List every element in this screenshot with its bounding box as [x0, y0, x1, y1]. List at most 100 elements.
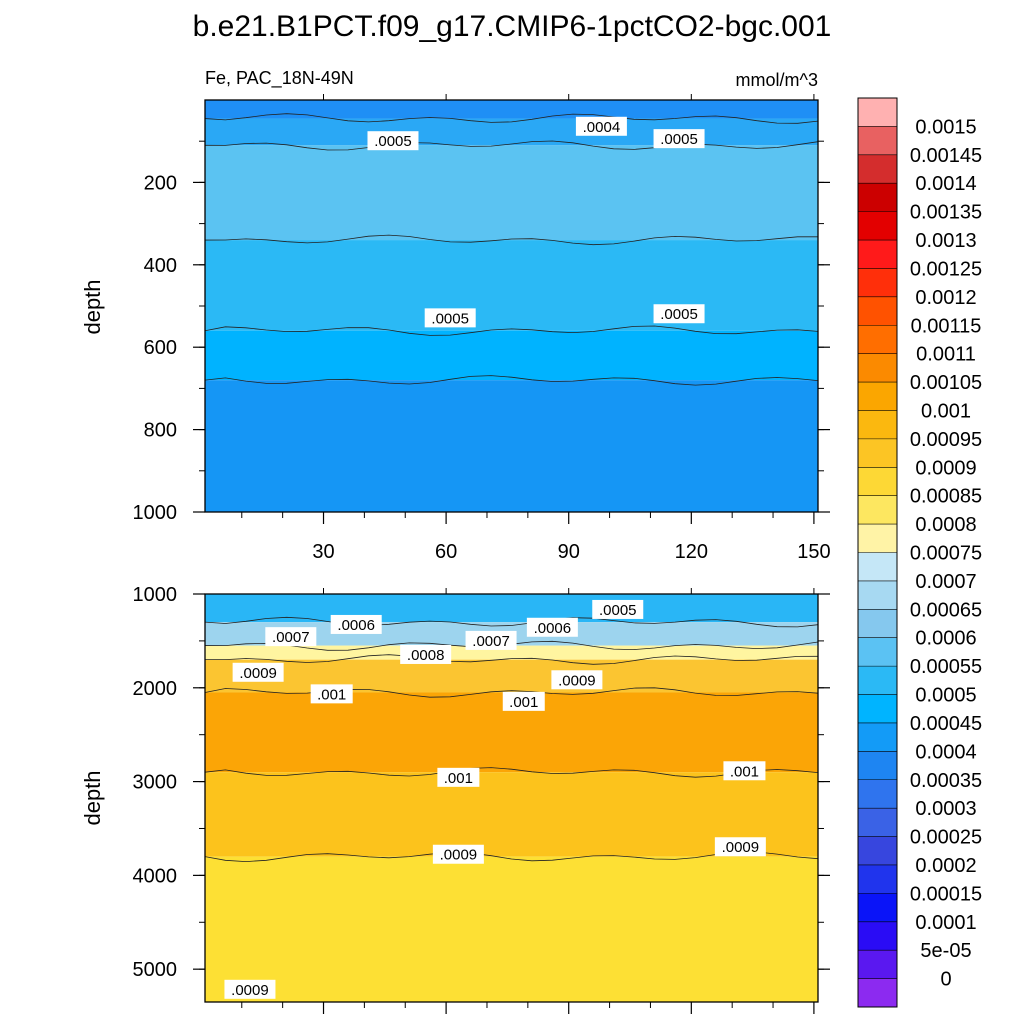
lower-contour-line-4 [204, 687, 819, 698]
lower-contour-label-14: .0009 [224, 979, 276, 999]
upper-contour-label-bg [424, 308, 476, 328]
upper-xtick-label-4: 150 [797, 541, 830, 563]
lower-ytick-label-4: 5000 [133, 959, 178, 981]
colorbar-swatch-20 [858, 666, 897, 696]
upper-ytick-label-4: 1000 [133, 502, 178, 524]
lower-ytick-label-1: 2000 [133, 678, 178, 700]
lower-contour-label-text: .001 [730, 763, 759, 780]
lower-contour-line-1 [204, 616, 819, 628]
colorbar-label-28: 0.0001 [915, 912, 976, 934]
lower-contour-label-bg [526, 617, 578, 637]
lower-contour-label-5: .0008 [400, 644, 452, 664]
colorbar-swatch-28 [858, 893, 897, 923]
colorbar-label-2: 0.0014 [915, 173, 976, 195]
lower-band-0 [205, 594, 818, 623]
colorbar-swatch-22 [858, 722, 897, 752]
colorbar-label-23: 0.00035 [910, 770, 982, 792]
upper-contour-line-1 [204, 113, 819, 124]
colorbar-swatch-9 [858, 353, 897, 383]
lower-contour-label-bg [714, 837, 766, 857]
colorbar-label-4: 0.0013 [915, 230, 976, 252]
colorbar-swatch-23 [858, 751, 897, 781]
lower-contour-label-bg [551, 670, 603, 690]
colorbar-label-5: 0.00125 [910, 258, 982, 280]
upper-panel: Fe, PAC_18N-49N mmol/m^3 30 60 90 120 150 200… [80, 68, 831, 563]
upper-subtitle-right: mmol/m^3 [736, 70, 818, 90]
lower-contour-line-5 [204, 767, 819, 778]
colorbar-label-3: 0.00135 [910, 202, 982, 224]
lower-contour-label-bg [232, 662, 284, 682]
colorbar-swatch-25 [858, 808, 897, 838]
colorbar-label-22: 0.0004 [915, 741, 976, 763]
lower-contour-label-7: .0009 [551, 670, 603, 690]
colorbar-swatch-8 [858, 325, 897, 355]
colorbar-label-12: 0.0009 [915, 457, 976, 479]
lower-contour-label-bg [265, 627, 317, 647]
colorbar: 0.0015 0.00145 0.0014 0.00135 0.0013 0.00125 0… [857, 97, 982, 1008]
colorbar-swatch-27 [858, 864, 897, 894]
colorbar-swatch-21 [858, 694, 897, 724]
lower-contour-label-10: .001 [437, 767, 480, 787]
upper-xtick-label-0: 30 [312, 541, 334, 563]
colorbar-label-30: 0 [940, 969, 951, 991]
upper-contour-label-text: .0004 [583, 119, 621, 136]
colorbar-label-6: 0.0012 [915, 287, 976, 309]
lower-contour-label-4: .0007 [465, 630, 517, 650]
colorbar-swatch-10 [858, 382, 897, 411]
colorbar-swatch-17 [858, 580, 897, 610]
lower-contour-label-bg [310, 684, 353, 704]
lower-contour-label-text: .0007 [272, 629, 310, 646]
lower-contour-label-text: .0009 [231, 982, 269, 999]
upper-contour-line-2 [204, 140, 819, 151]
lower-contour-label-text: .0006 [337, 617, 375, 634]
lower-contour-label-6: .0009 [232, 662, 284, 682]
lower-contour-label-text: .001 [317, 686, 346, 703]
colorbar-swatch-19 [858, 637, 897, 667]
upper-contour-line-5 [204, 375, 819, 386]
colorbar-label-16: 0.0007 [915, 571, 976, 593]
colorbar-swatch-2 [858, 154, 897, 184]
upper-contour-label-bg [367, 131, 419, 151]
lower-contour-label-text: .0009 [558, 672, 596, 689]
colorbar-swatch-13 [858, 467, 897, 497]
colorbar-label-1: 0.00145 [910, 145, 982, 167]
upper-contour-label-3: .0005 [424, 308, 476, 328]
colorbar-label-20: 0.0005 [915, 685, 976, 707]
lower-ytick-label-2: 3000 [133, 772, 178, 794]
colorbar-swatch-5 [858, 240, 897, 269]
upper-contour-label-text: .0005 [431, 310, 469, 327]
colorbar-swatch-4 [858, 211, 897, 241]
colorbar-label-14: 0.0008 [915, 514, 976, 536]
colorbar-label-9: 0.00105 [910, 372, 982, 394]
lower-contour-label-bg [592, 599, 644, 619]
colorbar-swatch-7 [858, 296, 897, 326]
upper-xtick-label-3: 120 [675, 541, 708, 563]
lower-ylabel: depth [80, 770, 105, 825]
lower-contour-label-bg [437, 767, 480, 787]
upper-band-4 [205, 330, 818, 381]
lower-band-6 [205, 856, 818, 1002]
lower-contour-label-text: .001 [444, 770, 473, 787]
upper-contour-label-text: .0005 [660, 131, 698, 148]
upper-contour-label-bg [575, 116, 627, 136]
lower-contour-label-1: .0006 [330, 614, 382, 634]
colorbar-label-17: 0.00065 [910, 599, 982, 621]
lower-contour-label-text: .0007 [472, 633, 510, 650]
lower-contour-label-bg [330, 614, 382, 634]
upper-xtick-label-2: 90 [558, 541, 580, 563]
colorbar-swatch-15 [858, 524, 897, 553]
upper-ylabel: depth [80, 279, 105, 334]
lower-contour-label-13: .0009 [714, 837, 766, 857]
colorbar-swatch-14 [858, 495, 897, 525]
upper-subtitle-left: Fe, PAC_18N-49N [205, 68, 354, 89]
lower-plot-area: 1000 2000 3000 4000 5000 .0005 .0006 .0006 .0007… [133, 584, 830, 1014]
upper-band-3 [205, 240, 818, 331]
colorbar-label-11: 0.00095 [910, 429, 982, 451]
colorbar-label-15: 0.00075 [910, 543, 982, 565]
upper-contour-label-bg [653, 129, 705, 149]
lower-contour-label-3: .0007 [265, 627, 317, 647]
lower-contour-label-11: .001 [723, 761, 766, 781]
lower-contour-label-bg [400, 644, 452, 664]
colorbar-label-26: 0.0002 [915, 855, 976, 877]
lower-contour-label-text: .0005 [599, 602, 637, 619]
